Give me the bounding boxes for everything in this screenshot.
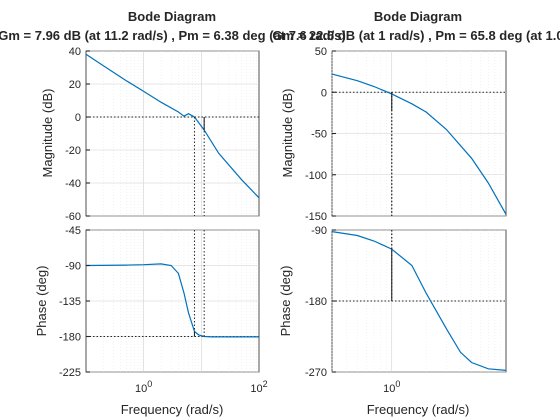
- right-magnitude-ytick-label: 0: [321, 87, 327, 99]
- left-phase-xtick-label: 102: [250, 379, 267, 395]
- right-magnitude-ylabel: Magnitude (dB): [280, 89, 295, 178]
- left-phase-xtick-label: 100: [135, 379, 152, 395]
- right-magnitude-ytick-label: -100: [305, 170, 327, 182]
- left-subtitle: Gm = 7.96 dB (at 11.2 rad/s) , Pm = 6.38…: [0, 28, 346, 43]
- right-subtitle: Gm = 22.6 dB (at 1 rad/s) , Pm = 65.8 de…: [272, 28, 560, 43]
- left-title: Bode Diagram: [128, 9, 216, 24]
- right-phase-ytick-label: -90: [311, 225, 327, 237]
- left-xlabel: Frequency (rad/s): [121, 402, 224, 417]
- left-phase-ytick-label: -135: [59, 296, 81, 308]
- right-magnitude-ytick-label: -150: [305, 211, 327, 223]
- left-magnitude-line: [85, 53, 260, 199]
- left-magnitude-ylabel: Magnitude (dB): [40, 89, 55, 178]
- left-phase-ylabel: Phase (deg): [34, 266, 49, 337]
- left-phase-ytick-label: -180: [59, 332, 81, 344]
- right-magnitude-axes: -150 -100 -50 0 50: [305, 46, 507, 223]
- left-phase-axes: -225 -180 -135 -90 -45 100 102: [59, 225, 268, 395]
- left-magnitude-ytick-label: -60: [65, 211, 81, 223]
- right-phase-line: [331, 231, 507, 371]
- right-phase-axes: -270 -180 -90 100: [305, 225, 507, 395]
- right-phase-ytick-label: -270: [305, 367, 327, 379]
- right-magnitude-ytick-label: 50: [315, 46, 327, 58]
- left-magnitude-ytick-label: 0: [75, 112, 81, 124]
- left-phase-ytick-label: -45: [65, 225, 81, 237]
- right-magnitude-line: [331, 73, 507, 215]
- right-magnitude-ytick-label: -50: [311, 129, 327, 141]
- right-title: Bode Diagram: [374, 9, 462, 24]
- left-magnitude-ytick-label: 20: [69, 79, 81, 91]
- right-xlabel: Frequency (rad/s): [367, 402, 470, 417]
- left-magnitude-ytick-label: -20: [65, 145, 81, 157]
- left-phase-ytick-label: -90: [65, 261, 81, 273]
- right-phase-xtick-label: 100: [383, 379, 400, 395]
- left-magnitude-ytick-label: 40: [69, 46, 81, 58]
- left-magnitude-axes: -60 -40 -20 0 20 40: [65, 46, 260, 223]
- left-phase-ytick-label: -225: [59, 367, 81, 379]
- right-phase-ytick-label: -180: [305, 296, 327, 308]
- left-phase-line: [85, 263, 259, 338]
- left-magnitude-ytick-label: -40: [65, 178, 81, 190]
- right-phase-ylabel: Phase (deg): [278, 266, 293, 337]
